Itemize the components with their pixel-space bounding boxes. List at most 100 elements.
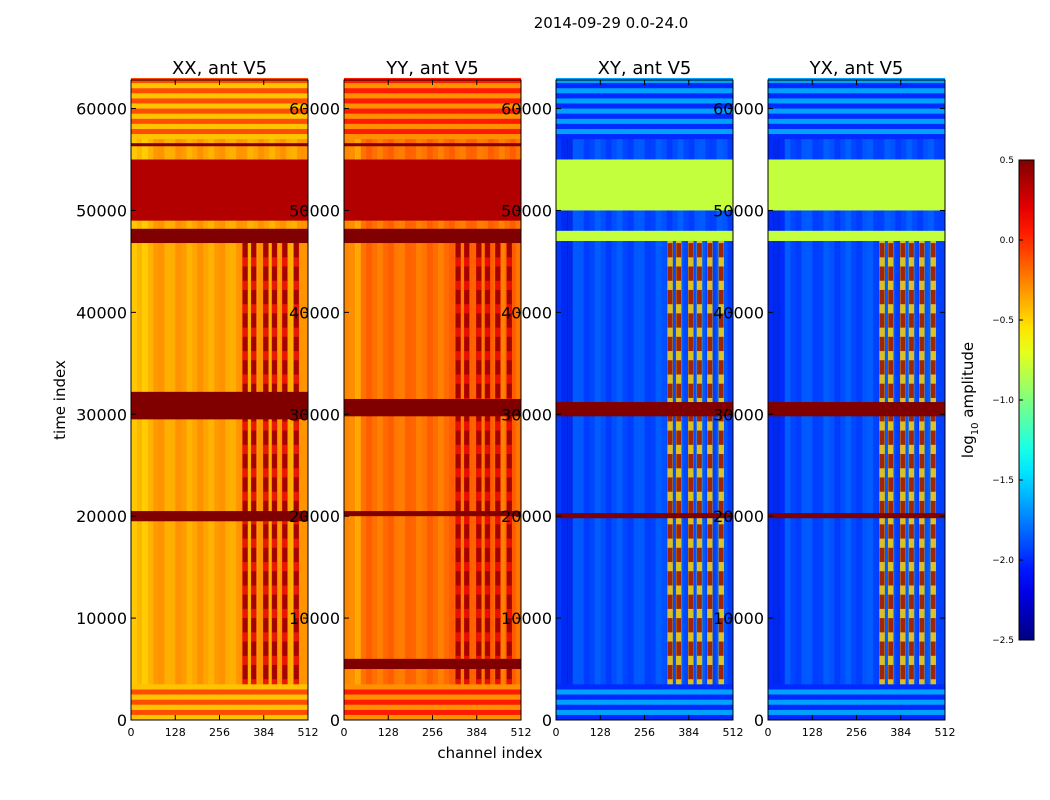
heatmap-burst-cell [455,289,461,305]
x-tick-label: 384 [253,726,274,739]
heatmap-burst-cell [272,524,277,539]
heatmap-burst-cell [282,477,288,492]
heatmap-burst-cell [282,454,288,469]
heatmap-burst-cell [667,664,673,680]
heatmap-stripe [556,128,733,135]
heatmap-burst-cell [688,641,694,656]
heatmap-burst-cell [485,430,490,445]
heatmap-saturated-row [344,398,521,417]
heatmap-burst-cell [272,289,277,305]
heatmap-burst-cell [476,524,482,539]
heatmap-burst-cell [506,313,512,328]
heatmap-stripe [344,93,521,99]
heatmap-stripe [131,128,308,135]
heatmap-burst-cell [909,289,914,305]
heatmap-burst-cell [282,313,288,328]
panel-xy: XY, ant V5 0 128 256 384 512 0 10000 20000 30000 4… [501,58,743,739]
heatmap-burst-cell [293,289,299,305]
heatmap-stripe [556,103,733,109]
heatmap-burst-cell [707,664,713,680]
heatmap-band-row [556,230,733,242]
heatmap-burst-cell [879,454,885,469]
heatmap-burst-cell [667,336,673,352]
y-tick-label: 40000 [713,303,764,322]
heatmap-stripe [131,123,308,129]
heatmap-channel-strip [801,80,808,720]
heatmap-burst-cell [697,571,702,586]
heatmap-burst-cell [251,454,257,469]
heatmap-stripe [344,709,521,715]
heatmap-burst-cell [707,336,713,352]
heatmap-burst-cell [506,430,512,445]
heatmap-stripe [131,118,308,124]
heatmap-burst-cell [242,454,248,469]
heatmap-burst-cell [293,383,299,398]
heatmap-channel-strip [638,80,645,720]
heatmap-burst-cell [718,289,724,305]
y-tick-label: 60000 [713,100,764,119]
heatmap-burst-cell [676,313,682,328]
heatmap-burst-cell [930,664,936,680]
heatmap-stripe [131,689,308,695]
y-tick-label: 60000 [76,100,127,119]
heatmap-channel-strip [834,80,841,720]
heatmap-burst-cell [476,243,482,258]
heatmap-burst-cell [272,313,277,328]
heatmap-stripe [556,93,733,99]
heatmap-burst-cell [495,336,501,352]
x-tick-label: 128 [590,726,611,739]
heatmap-burst-cell [697,454,702,469]
heatmap-burst-cell [485,243,490,258]
heatmap-burst-cell [263,571,269,586]
heatmap-burst-cell [879,524,885,539]
heatmap-burst-cell [697,664,702,680]
heatmap-burst-cell [251,243,257,258]
heatmap-stripe [768,98,945,104]
heatmap-channel-strip [605,80,612,720]
heatmap-burst-cell [251,500,257,516]
heatmap-burst-cell [476,500,482,516]
heatmap-saturated-row [131,228,308,244]
heatmap-burst-cell [919,594,925,609]
heatmap-channel-strip [845,80,852,720]
heatmap-burst-cell [263,477,269,492]
heatmap-burst-cell [930,547,936,563]
heatmap-channel-strip [572,80,579,720]
colorbar-tick-label: 0.5 [1000,156,1014,166]
heatmap-saturated-row [131,511,308,522]
heatmap-burst-cell [272,477,277,492]
heatmap-burst-cell [930,641,936,656]
heatmap-burst-cell [930,383,936,398]
heatmap-burst-cell [485,594,490,609]
heatmap-burst-cell [506,454,512,469]
heatmap-burst-cell [464,524,470,539]
heatmap-burst-cell [930,477,936,492]
heatmap-channel-strip [556,80,563,720]
heatmap-channel-strip [683,80,690,720]
heatmap-burst-cell [282,336,288,352]
heatmap-burst-cell [688,524,694,539]
heatmap-burst-cell [919,500,925,516]
heatmap-burst-cell [888,430,894,445]
heatmap-channel-strip [922,80,929,720]
heatmap-burst-cell [282,524,288,539]
heatmap-burst-cell [930,289,936,305]
heatmap-burst-cell [495,243,501,258]
heatmap-stripe [131,694,308,700]
heatmap-burst-cell [707,571,713,586]
heatmap-channel-strip [862,80,869,720]
heatmap-burst-cell [251,477,257,492]
y-tick-label: 40000 [289,303,340,322]
heatmap-burst-cell [476,547,482,563]
heatmap-burst-cell [879,664,885,680]
heatmap-burst-cell [293,571,299,586]
heatmap-stripe [344,128,521,135]
heatmap-burst-cell [251,664,257,680]
heatmap-burst-cell [485,454,490,469]
heatmap-stripe [556,709,733,715]
y-tick-label: 60000 [289,100,340,119]
heatmap-burst-cell [242,524,248,539]
heatmap-burst-cell [282,243,288,258]
heatmap-burst-cell [879,618,885,633]
heatmap-saturated-row [344,511,521,517]
